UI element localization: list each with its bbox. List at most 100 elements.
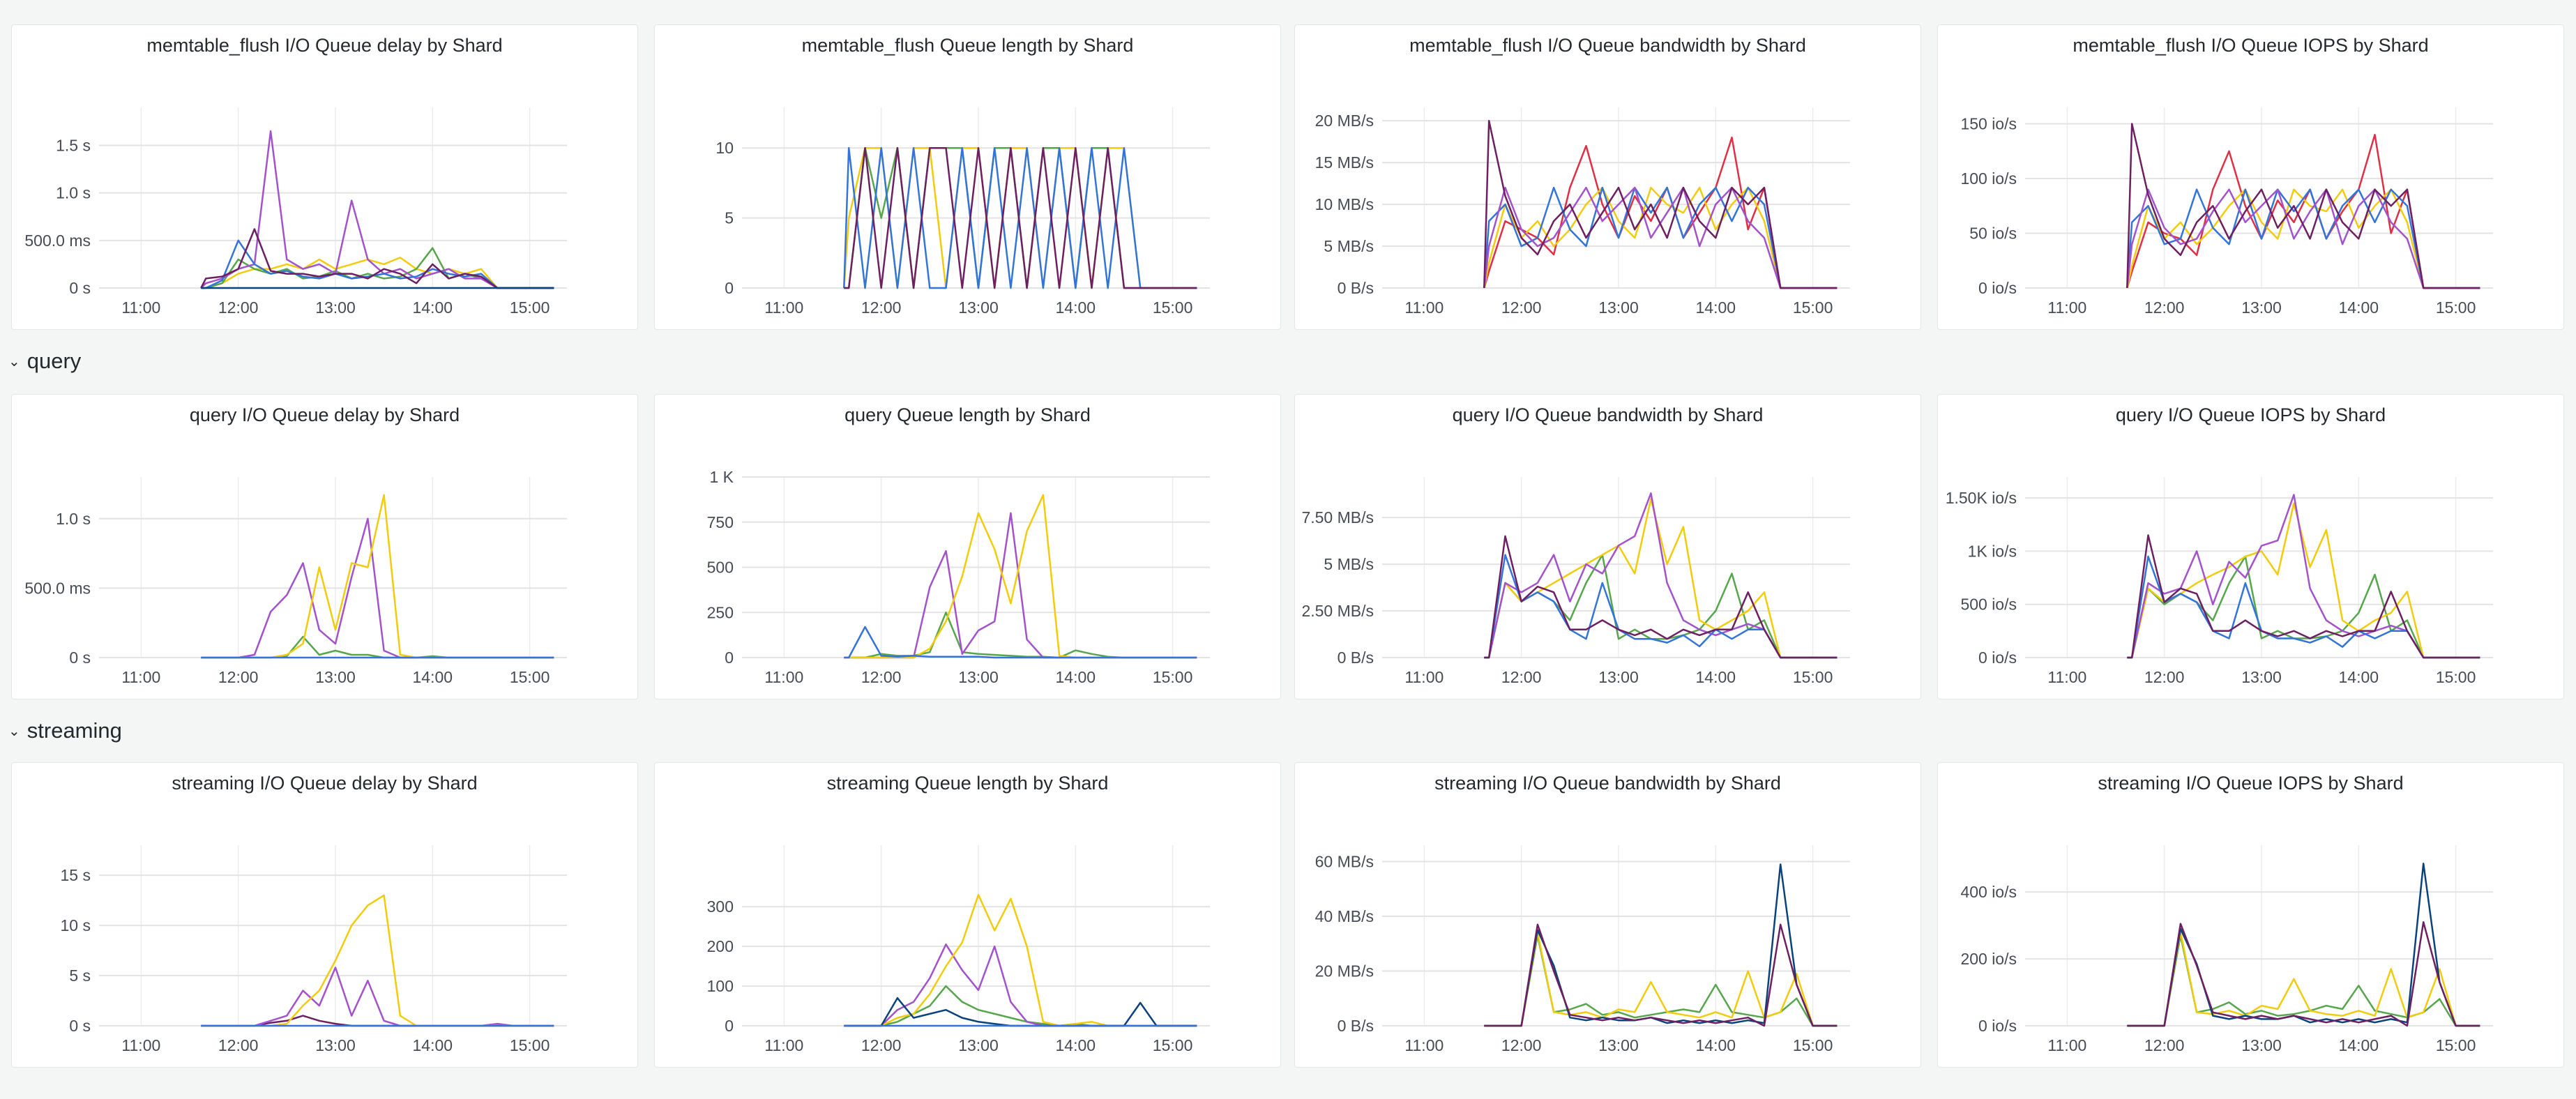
panel[interactable]: query I/O Queue bandwidth by Shard 11:00 1… — [1294, 394, 1921, 699]
y-tick-label: 100 — [707, 977, 734, 995]
x-tick-label: 13:00 — [958, 1036, 999, 1054]
x-tick-label: 12:00 — [861, 668, 902, 686]
chart: 11:00 12:00 13:00 14:00 15:00 0 5 10 — [715, 107, 1210, 317]
panel[interactable]: streaming I/O Queue delay by Shard 11:00 1… — [11, 762, 638, 1068]
panel-title[interactable]: query I/O Queue delay by Shard — [189, 404, 460, 425]
series-line-maroon[interactable] — [2127, 921, 2480, 1027]
x-tick-label: 15:00 — [1153, 668, 1193, 686]
x-tick-label: 11:00 — [121, 1036, 160, 1054]
y-tick-label: 10 s — [61, 916, 91, 934]
x-tick-label: 12:00 — [218, 1036, 259, 1054]
series-line-maroon[interactable] — [2127, 534, 2480, 659]
y-tick-label: 15 MB/s — [1315, 153, 1374, 172]
panel-title[interactable]: memtable_flush I/O Queue IOPS by Shard — [2073, 35, 2429, 56]
panel-title[interactable]: query I/O Queue bandwidth by Shard — [1452, 404, 1764, 425]
x-tick-label: 14:00 — [413, 1036, 453, 1054]
series-line-blue[interactable] — [201, 239, 554, 289]
series-line-purple[interactable] — [844, 512, 1197, 659]
panel[interactable]: memtable_flush Queue length by Shard 11:0… — [654, 24, 1281, 330]
series-line-yellow[interactable] — [844, 494, 1197, 659]
y-tick-label: 250 — [707, 603, 734, 621]
x-tick-label: 11:00 — [764, 298, 803, 317]
panel-title[interactable]: query I/O Queue IOPS by Shard — [2115, 404, 2386, 425]
chevron-down-icon: ⌄ — [8, 723, 20, 739]
series-line-maroon[interactable] — [1483, 119, 1838, 289]
x-tick-label: 15:00 — [2436, 668, 2476, 686]
panel[interactable]: query I/O Queue IOPS by Shard 11:00 12:00 1… — [1937, 394, 2564, 699]
series-line-yellow[interactable] — [1484, 932, 1838, 1027]
series-line-blue[interactable] — [2127, 555, 2480, 659]
series-line-green[interactable] — [844, 985, 1197, 1027]
y-tick-label: 50 io/s — [1969, 225, 2017, 243]
series-line-green[interactable] — [2127, 555, 2480, 659]
y-tick-label: 5 — [725, 209, 734, 227]
y-tick-label: 500 io/s — [1960, 596, 2017, 614]
x-tick-label: 15:00 — [1793, 298, 1833, 317]
panel-title[interactable]: memtable_flush I/O Queue bandwidth by Sh… — [1409, 35, 1806, 56]
x-tick-label: 12:00 — [861, 298, 902, 317]
x-tick-label: 11:00 — [1404, 668, 1444, 686]
x-tick-label: 15:00 — [2436, 298, 2476, 317]
panel-title[interactable]: streaming I/O Queue delay by Shard — [172, 773, 478, 794]
x-tick-label: 13:00 — [1598, 668, 1639, 686]
series-line-yellow[interactable] — [2127, 502, 2480, 659]
series-line-green[interactable] — [844, 612, 1197, 659]
panel-title[interactable]: memtable_flush Queue length by Shard — [801, 35, 1134, 56]
series-line-maroon[interactable] — [1484, 535, 1838, 659]
series-line-maroon[interactable] — [844, 146, 1197, 289]
x-tick-label: 15:00 — [1793, 668, 1833, 686]
panel[interactable]: streaming I/O Queue bandwidth by Shard 11… — [1294, 762, 1921, 1068]
x-tick-label: 11:00 — [1404, 1036, 1444, 1054]
y-tick-label: 300 — [707, 897, 734, 916]
panel-title[interactable]: streaming I/O Queue IOPS by Shard — [2098, 773, 2404, 794]
series-line-maroon[interactable] — [200, 228, 554, 289]
series-line-purple[interactable] — [844, 943, 1197, 1027]
x-tick-label: 13:00 — [2241, 298, 2282, 317]
chart: 11:00 12:00 13:00 14:00 15:00 0 B/s 20 MB/s 40 … — [1315, 845, 1850, 1054]
y-tick-label: 0 io/s — [1978, 649, 2017, 667]
chart: 11:00 12:00 13:00 14:00 15:00 0 s 500.0 ms 1.0 … — [24, 477, 567, 686]
x-tick-label: 12:00 — [1501, 668, 1542, 686]
series-line-maroon[interactable] — [1484, 923, 1838, 1027]
panel[interactable]: query Queue length by Shard 11:00 12:00 13:… — [654, 394, 1281, 699]
panel[interactable]: memtable_flush I/O Queue bandwidth by Sh… — [1294, 24, 1921, 330]
x-tick-label: 12:00 — [2144, 1036, 2185, 1054]
y-tick-label: 0 s — [69, 649, 91, 667]
series-line-blue[interactable] — [1484, 554, 1838, 659]
y-tick-label: 7.50 MB/s — [1301, 508, 1374, 526]
panel-title[interactable]: streaming Queue length by Shard — [826, 773, 1109, 794]
series-line-yellow[interactable] — [1484, 498, 1838, 659]
series-line-red[interactable] — [2126, 133, 2480, 289]
series-line-yellow[interactable] — [844, 893, 1197, 1027]
x-tick-label: 15:00 — [510, 298, 550, 317]
series-line-maroon[interactable] — [2126, 123, 2480, 289]
series-line-green[interactable] — [2127, 934, 2480, 1027]
series-line-green[interactable] — [1484, 554, 1838, 659]
series-line-green[interactable] — [1484, 934, 1838, 1027]
section-header-query[interactable]: ⌄ query — [8, 346, 81, 377]
series-line-red[interactable] — [1483, 136, 1838, 289]
x-tick-label: 12:00 — [1501, 1036, 1542, 1054]
panel[interactable]: memtable_flush I/O Queue IOPS by Shard 11… — [1937, 24, 2564, 330]
y-tick-label: 500 — [707, 559, 734, 577]
y-tick-label: 0 io/s — [1978, 1017, 2017, 1035]
panel-title[interactable]: memtable_flush I/O Queue delay by Shard — [146, 35, 503, 56]
panel-title[interactable]: streaming I/O Queue bandwidth by Shard — [1434, 773, 1781, 794]
x-tick-label: 12:00 — [861, 1036, 902, 1054]
panel[interactable]: memtable_flush I/O Queue delay by Shard 1… — [11, 24, 638, 330]
series-line-yellow[interactable] — [201, 494, 554, 659]
panel[interactable]: streaming I/O Queue IOPS by Shard 11:00 12… — [1937, 762, 2564, 1068]
x-tick-label: 11:00 — [2047, 1036, 2086, 1054]
panel-title[interactable]: query Queue length by Shard — [844, 404, 1091, 425]
x-tick-label: 11:00 — [121, 298, 160, 317]
section-header-streaming[interactable]: ⌄ streaming — [8, 715, 122, 746]
series-line-purple[interactable] — [2127, 494, 2480, 659]
x-tick-label: 14:00 — [1056, 1036, 1096, 1054]
x-tick-label: 14:00 — [2339, 298, 2379, 317]
y-tick-label: 5 s — [69, 967, 91, 985]
panel[interactable]: streaming Queue length by Shard 11:00 12:0… — [654, 762, 1281, 1068]
panel[interactable]: query I/O Queue delay by Shard 11:00 12:00… — [11, 394, 638, 699]
y-tick-label: 20 MB/s — [1315, 112, 1374, 130]
series-line-blue[interactable] — [844, 626, 1197, 659]
chart: 11:00 12:00 13:00 14:00 15:00 0 100 200 300 — [707, 845, 1210, 1054]
